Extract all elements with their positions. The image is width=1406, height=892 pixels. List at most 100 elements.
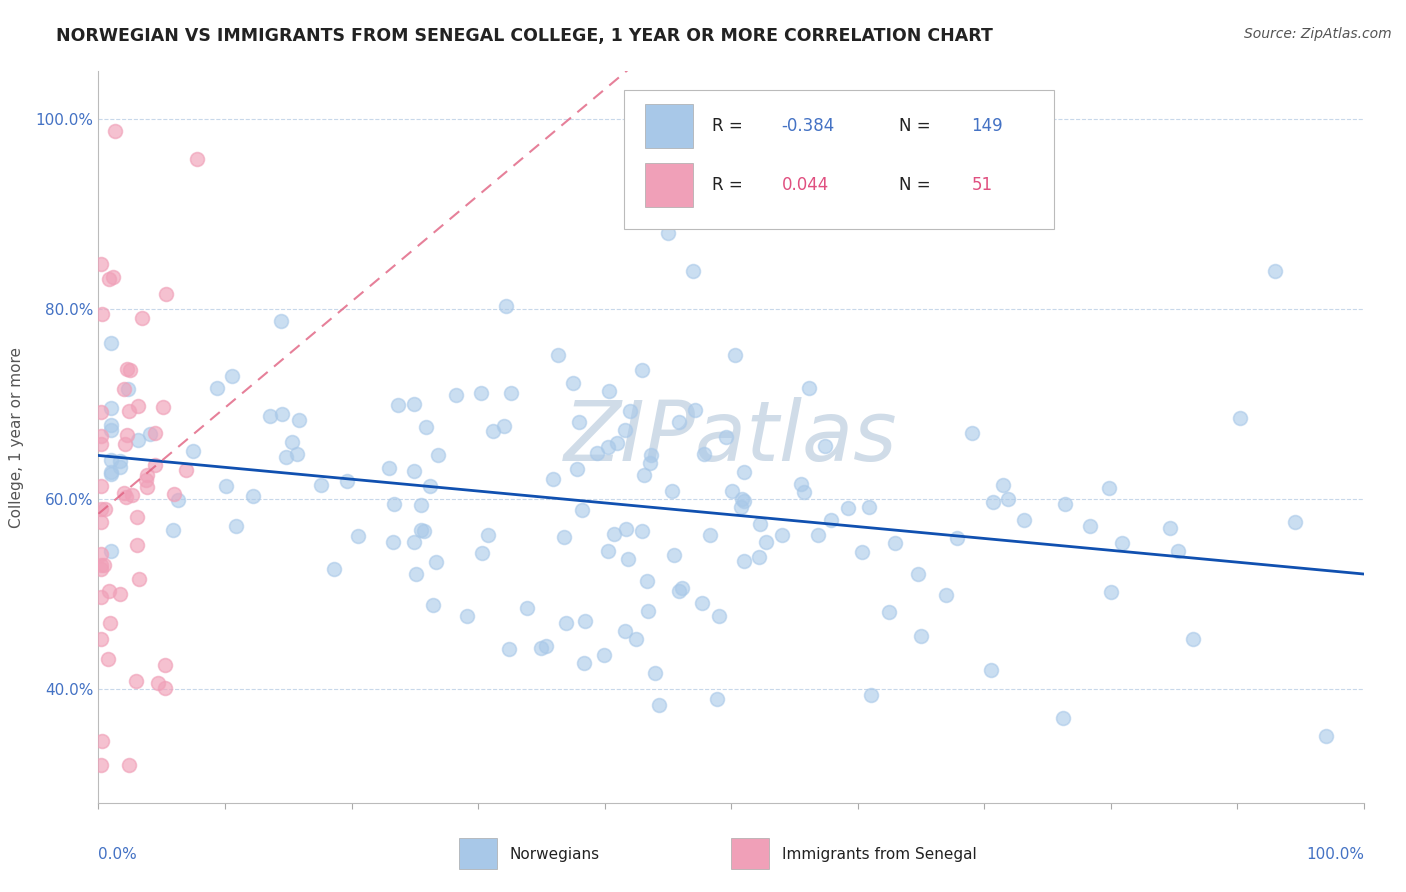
Point [720, 484, 742, 499]
Point [602, 527, 624, 541]
Point [1111, 536, 1133, 550]
Point [402, 465, 425, 479]
Point [495, 299, 517, 313]
Point [935, 588, 957, 602]
Point [619, 403, 641, 417]
Point [411, 524, 433, 538]
Point [125, 538, 148, 552]
Text: Norwegians: Norwegians [510, 847, 600, 862]
Text: 0.0%: 0.0% [98, 847, 138, 862]
Point [381, 535, 404, 549]
Point [276, 450, 298, 464]
Point [572, 656, 595, 670]
Point [668, 415, 690, 429]
Point [877, 605, 900, 619]
Point [103, 270, 125, 285]
Point [125, 509, 148, 524]
Point [613, 423, 636, 437]
Point [477, 528, 499, 542]
Point [90, 558, 112, 573]
Point [271, 408, 294, 422]
Point [176, 463, 198, 477]
Point [402, 397, 425, 411]
Point [730, 491, 752, 506]
Point [382, 497, 405, 511]
Point [637, 604, 659, 618]
Point [682, 264, 704, 278]
Point [422, 598, 444, 612]
Point [114, 490, 136, 504]
Point [693, 447, 716, 461]
Point [797, 381, 820, 395]
Point [128, 572, 150, 586]
Point [571, 503, 593, 517]
Point [98, 272, 121, 286]
Point [91, 734, 114, 748]
Point [162, 523, 184, 537]
Point [405, 567, 427, 582]
Point [186, 152, 208, 166]
Point [125, 673, 148, 688]
Point [1229, 411, 1251, 425]
Point [207, 381, 229, 395]
Point [614, 522, 637, 536]
Point [910, 629, 932, 643]
Point [108, 454, 131, 468]
Point [90, 516, 112, 530]
Point [706, 691, 728, 706]
Text: Source: ZipAtlas.com: Source: ZipAtlas.com [1244, 27, 1392, 41]
Point [820, 514, 842, 528]
Point [287, 447, 309, 461]
Point [692, 596, 714, 610]
Point [755, 535, 778, 549]
Point [568, 415, 591, 429]
Point [94, 502, 117, 516]
Point [90, 632, 112, 646]
Point [730, 500, 752, 515]
Text: R =: R = [711, 176, 742, 194]
Point [418, 479, 440, 493]
Point [748, 550, 770, 565]
Point [225, 519, 247, 533]
Point [733, 465, 755, 479]
Point [748, 516, 770, 531]
Point [387, 398, 409, 412]
Point [630, 524, 652, 538]
Point [554, 615, 576, 630]
Point [837, 500, 859, 515]
Point [945, 531, 967, 545]
Point [530, 641, 553, 656]
Point [980, 663, 1002, 677]
Text: 0.044: 0.044 [782, 176, 830, 194]
Point [471, 546, 494, 560]
Text: N =: N = [900, 176, 931, 194]
FancyBboxPatch shape [645, 104, 693, 148]
Point [1284, 515, 1306, 529]
Point [630, 363, 652, 377]
Point [108, 459, 131, 474]
Point [136, 480, 159, 494]
Point [516, 601, 538, 615]
Point [807, 528, 830, 542]
Point [536, 639, 558, 653]
Point [415, 420, 437, 434]
Text: NORWEGIAN VS IMMIGRANTS FROM SENEGAL COLLEGE, 1 YEAR OR MORE CORRELATION CHART: NORWEGIAN VS IMMIGRANTS FROM SENEGAL COL… [56, 27, 993, 45]
Point [562, 376, 585, 390]
Point [714, 430, 737, 444]
Point [242, 489, 264, 503]
Point [638, 456, 661, 470]
Point [1054, 497, 1077, 511]
Point [547, 349, 569, 363]
Point [907, 567, 929, 582]
Point [135, 473, 157, 487]
Point [636, 574, 658, 589]
Point [1078, 519, 1101, 533]
Point [118, 363, 141, 377]
Point [614, 624, 637, 638]
Point [100, 423, 122, 437]
Point [501, 385, 523, 400]
Point [135, 467, 157, 482]
Point [960, 425, 983, 440]
FancyBboxPatch shape [645, 163, 693, 207]
Point [683, 403, 706, 417]
